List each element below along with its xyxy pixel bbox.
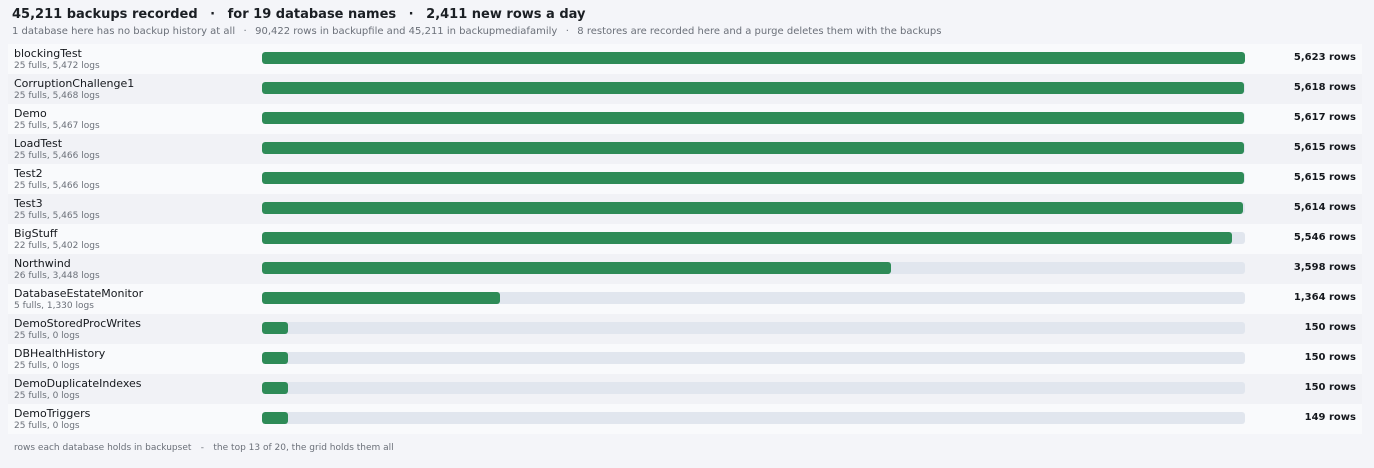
database-row[interactable]: Demo 25 fulls, 5,467 logs 5,617 rows <box>8 104 1362 134</box>
database-name: DBHealthHistory <box>14 347 106 360</box>
bar-fill <box>262 52 1245 64</box>
bar-fill <box>262 382 289 394</box>
bar-fill <box>262 232 1232 244</box>
backup-detail: 5 fulls, 1,330 logs <box>14 301 94 311</box>
bar-track <box>262 142 1245 154</box>
no-history-note: 1 database here has no backup history at… <box>12 25 236 37</box>
rows-note: 90,422 rows in backupfile and 45,211 in … <box>255 25 558 37</box>
backup-detail: 25 fulls, 0 logs <box>14 331 80 341</box>
separator-dot: · <box>243 25 247 37</box>
database-name: DatabaseEstateMonitor <box>14 287 144 300</box>
database-name: blockingTest <box>14 47 82 60</box>
bar-track <box>262 262 1245 274</box>
bar-track <box>262 82 1245 94</box>
database-name: DemoStoredProcWrites <box>14 317 142 330</box>
database-name: BigStuff <box>14 227 58 240</box>
footer-caption: rows each database holds in backupset - … <box>14 442 394 454</box>
backup-detail: 25 fulls, 5,465 logs <box>14 211 100 221</box>
bar-fill <box>262 202 1244 214</box>
bar-fill <box>262 262 892 274</box>
bar-track <box>262 202 1245 214</box>
separator-dot: · <box>565 25 569 37</box>
row-count: 5,617 rows <box>1293 112 1356 123</box>
backup-detail: 25 fulls, 0 logs <box>14 421 80 431</box>
backup-detail: 25 fulls, 5,472 logs <box>14 61 100 71</box>
backup-detail: 25 fulls, 0 logs <box>14 361 80 371</box>
restores-note: 8 restores are recorded here and a purge… <box>577 25 942 37</box>
database-names-count: for 19 database names <box>227 6 397 22</box>
daily-rows-rate: 2,411 new rows a day <box>426 6 586 22</box>
database-name: DemoDuplicateIndexes <box>14 377 142 390</box>
database-row[interactable]: LoadTest 25 fulls, 5,466 logs 5,615 rows <box>8 134 1362 164</box>
bar-fill <box>262 412 289 424</box>
database-row[interactable]: Test2 25 fulls, 5,466 logs 5,615 rows <box>8 164 1362 194</box>
backups-count: 45,211 backups recorded <box>12 6 198 22</box>
bar-fill <box>262 292 501 304</box>
database-row[interactable]: blockingTest 25 fulls, 5,472 logs 5,623 ro… <box>8 44 1362 74</box>
footer-note: the top 13 of 20, the grid holds them al… <box>213 443 394 453</box>
database-row[interactable]: DatabaseEstateMonitor 5 fulls, 1,330 logs… <box>8 284 1362 314</box>
separator-dot: · <box>408 6 414 22</box>
backup-detail: 26 fulls, 3,448 logs <box>14 271 100 281</box>
bar-track <box>262 382 1245 394</box>
database-row[interactable]: DBHealthHistory 25 fulls, 0 logs 150 rows <box>8 344 1362 374</box>
database-name: LoadTest <box>14 137 63 150</box>
database-bar-list: blockingTest 25 fulls, 5,472 logs 5,623 ro… <box>8 44 1362 434</box>
separator-dot: · <box>210 6 216 22</box>
row-count: 150 rows <box>1304 382 1356 393</box>
database-name: Northwind <box>14 257 71 270</box>
separator-dash: - <box>200 443 205 453</box>
database-row[interactable]: Test3 25 fulls, 5,465 logs 5,614 rows <box>8 194 1362 224</box>
database-row[interactable]: DemoDuplicateIndexes 25 fulls, 0 logs 150 … <box>8 374 1362 404</box>
row-count: 3,598 rows <box>1293 262 1356 273</box>
row-count: 5,623 rows <box>1293 52 1356 63</box>
row-count: 5,618 rows <box>1293 82 1356 93</box>
database-row[interactable]: CorruptionChallenge1 25 fulls, 5,468 logs… <box>8 74 1362 104</box>
database-row[interactable]: DemoStoredProcWrites 25 fulls, 0 logs 150 … <box>8 314 1362 344</box>
bar-fill <box>262 352 289 364</box>
database-name: Test3 <box>14 197 43 210</box>
backup-detail: 22 fulls, 5,402 logs <box>14 241 100 251</box>
bar-fill <box>262 322 289 334</box>
row-count: 149 rows <box>1304 412 1356 423</box>
bar-track <box>262 292 1245 304</box>
database-name: DemoTriggers <box>14 407 91 420</box>
backup-detail: 25 fulls, 0 logs <box>14 391 80 401</box>
bar-track <box>262 52 1245 64</box>
database-row[interactable]: DemoTriggers 25 fulls, 0 logs 149 rows <box>8 404 1362 434</box>
database-name: CorruptionChallenge1 <box>14 77 135 90</box>
bar-fill <box>262 82 1245 94</box>
backup-detail: 25 fulls, 5,467 logs <box>14 121 100 131</box>
footer-caption-text: rows each database holds in backupset <box>14 443 192 453</box>
database-row[interactable]: Northwind 26 fulls, 3,448 logs 3,598 rows <box>8 254 1362 284</box>
bar-track <box>262 172 1245 184</box>
bar-track <box>262 112 1245 124</box>
backup-detail: 25 fulls, 5,466 logs <box>14 151 100 161</box>
bar-track <box>262 412 1245 424</box>
row-count: 150 rows <box>1304 322 1356 333</box>
database-name: Demo <box>14 107 47 120</box>
row-count: 1,364 rows <box>1293 292 1356 303</box>
backup-detail: 25 fulls, 5,466 logs <box>14 181 100 191</box>
row-count: 5,615 rows <box>1293 172 1356 183</box>
row-count: 5,546 rows <box>1293 232 1356 243</box>
bar-track <box>262 232 1245 244</box>
bar-fill <box>262 112 1244 124</box>
database-name: Test2 <box>14 167 43 180</box>
bar-fill <box>262 142 1244 154</box>
summary-subline: 1 database here has no backup history at… <box>12 24 941 38</box>
database-row[interactable]: BigStuff 22 fulls, 5,402 logs 5,546 rows <box>8 224 1362 254</box>
backup-detail: 25 fulls, 5,468 logs <box>14 91 100 101</box>
summary-headline: 45,211 backups recorded · for 19 databas… <box>12 5 585 23</box>
row-count: 150 rows <box>1304 352 1356 363</box>
bar-fill <box>262 172 1244 184</box>
bar-track <box>262 352 1245 364</box>
row-count: 5,614 rows <box>1293 202 1356 213</box>
row-count: 5,615 rows <box>1293 142 1356 153</box>
bar-track <box>262 322 1245 334</box>
